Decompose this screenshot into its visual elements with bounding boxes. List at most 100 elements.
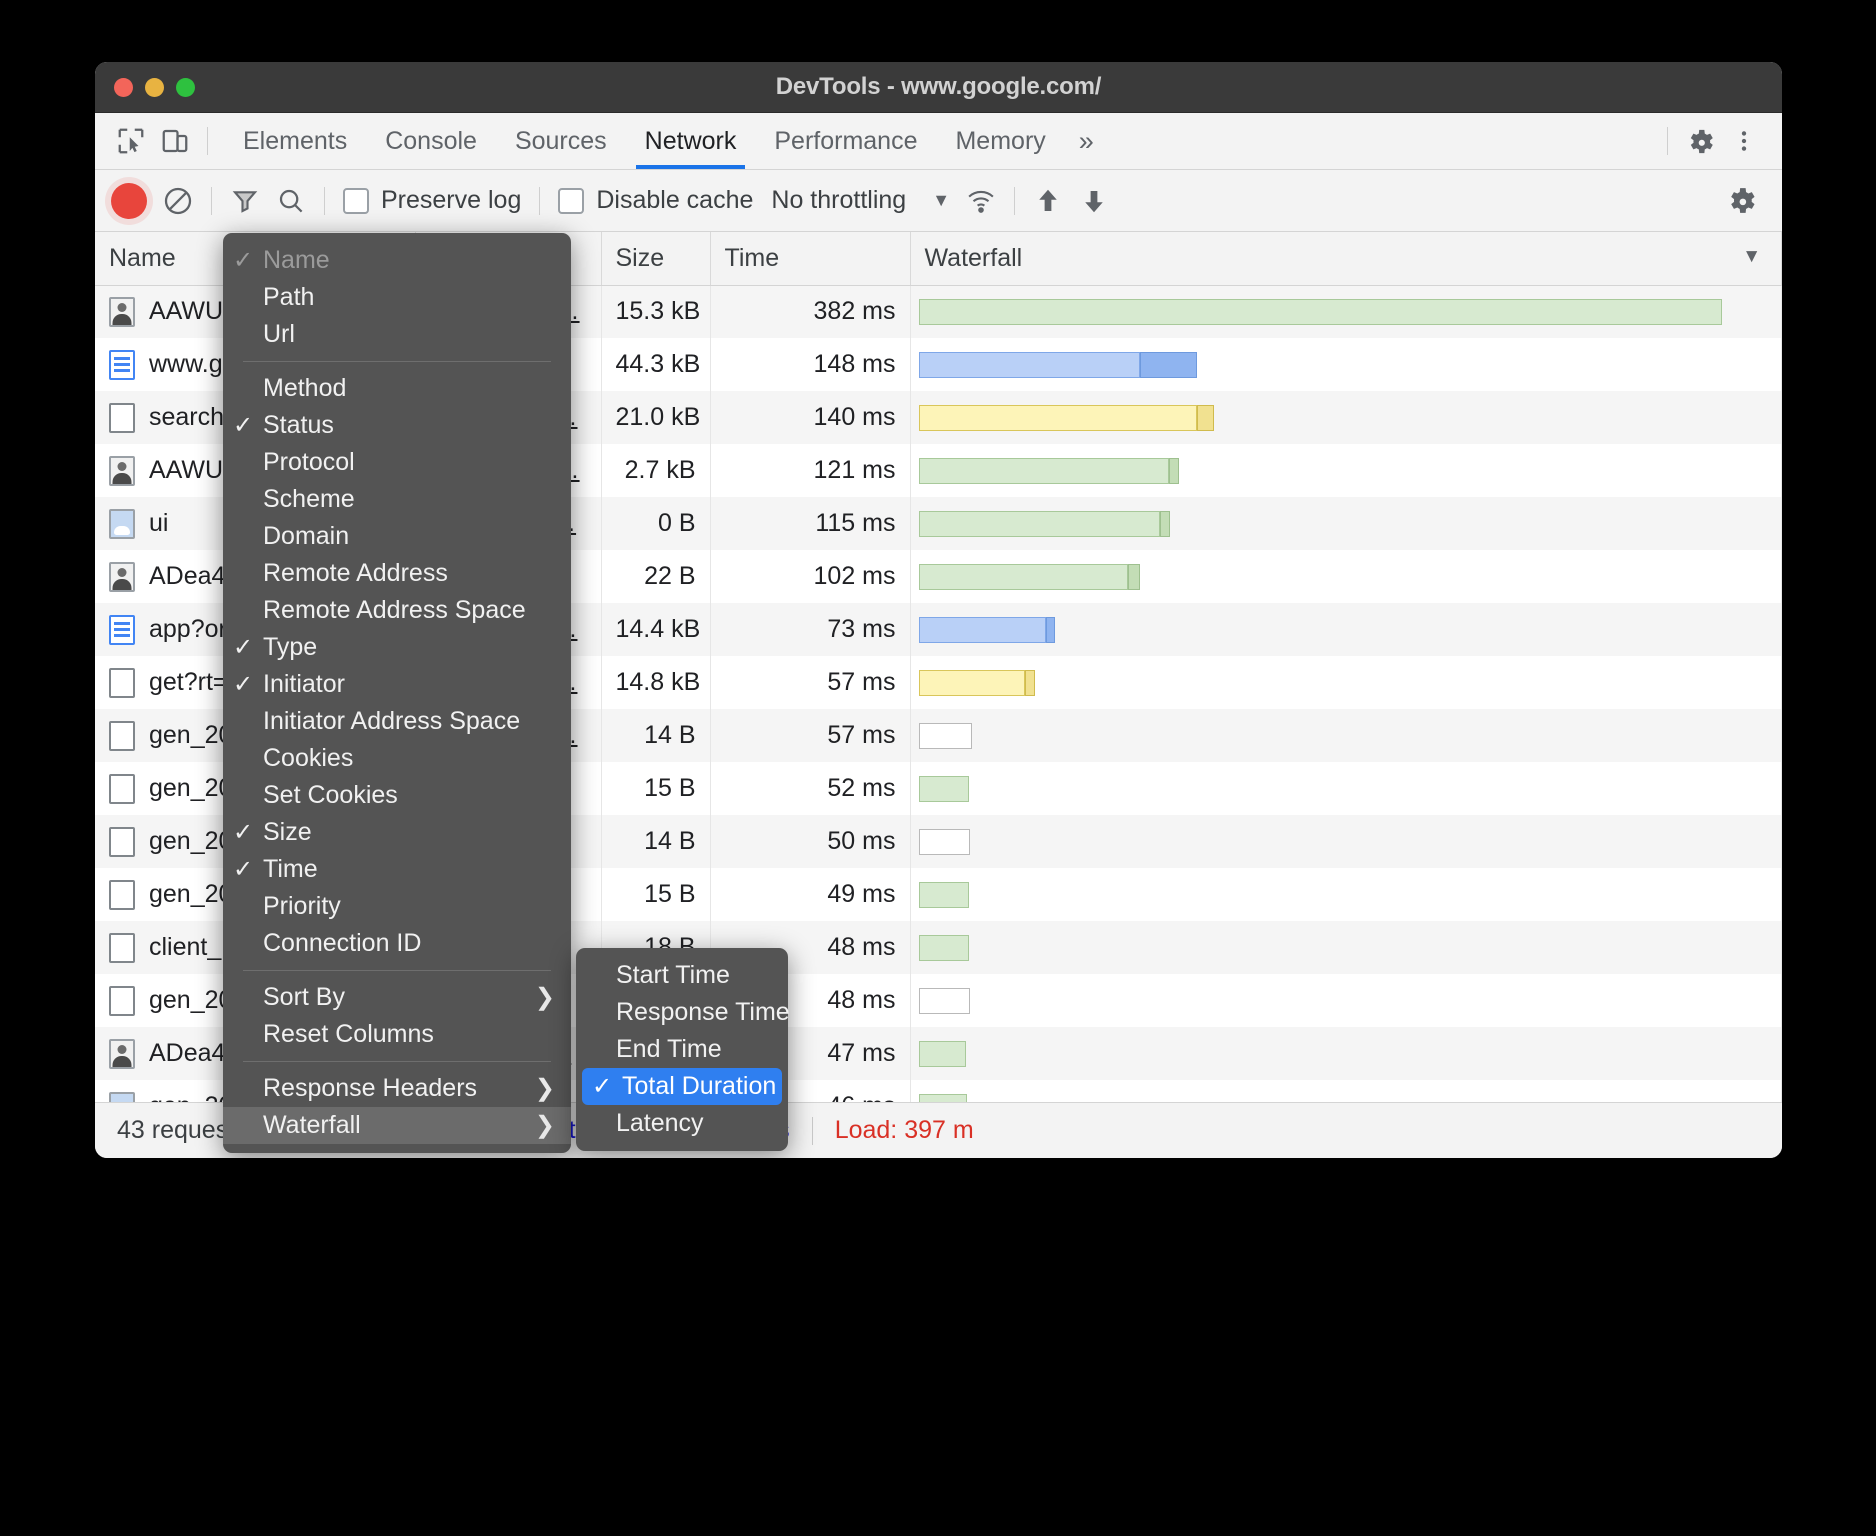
menu-item[interactable]: ✓ Total Duration [582,1068,782,1105]
waterfall-segment [918,404,1198,431]
waterfall-bar [918,1040,967,1067]
column-context-menu[interactable]: ✓ Name Path Url Method ✓ Status Protocol Scheme D… [223,233,571,1153]
chevron-down-icon[interactable]: ▼ [932,190,951,210]
cell-waterfall [910,603,1782,656]
menu-item[interactable]: Waterfall ❯ [223,1107,571,1144]
menu-item[interactable]: Protocol [223,444,571,481]
tab-console[interactable]: Console [366,113,496,169]
waterfall-sort-caret-icon[interactable]: ▼ [1742,246,1761,267]
menu-item[interactable]: ✓ Time [223,851,571,888]
menu-item[interactable]: Domain [223,518,571,555]
menu-item-label: Url [263,320,295,348]
menu-item[interactable]: Start Time [576,957,788,994]
cell-waterfall [910,656,1782,709]
menu-item[interactable]: Path [223,279,571,316]
tab-elements[interactable]: Elements [224,113,366,169]
upload-icon[interactable] [1025,178,1071,224]
cell-waterfall [910,338,1782,391]
waterfall-segment [1197,404,1214,431]
close-window-button[interactable] [114,77,133,97]
waterfall-segment [918,828,971,855]
request-name: www.g [149,350,223,378]
column-header-waterfall[interactable]: Waterfall ▼ [910,232,1782,286]
menu-item-label: Size [263,818,312,846]
load-status: Load: 397 m [834,1116,974,1144]
cell-size: 14 B [601,815,711,868]
image-icon [109,1091,135,1102]
menu-item[interactable]: Cookies [223,740,571,777]
cell-waterfall [910,815,1782,868]
menu-item[interactable]: ✓ Status [223,407,571,444]
waterfall-bar [918,828,971,855]
record-button[interactable] [111,182,147,219]
menu-item-label: Type [263,633,318,661]
devtools-tab-strip: Elements Console Sources Network Perform… [95,113,1782,170]
clear-icon[interactable] [155,178,201,224]
throttling-select[interactable]: No throttling ▼ [771,186,950,215]
menu-item[interactable]: Reset Columns [223,1016,571,1053]
menu-item[interactable]: Connection ID [223,925,571,962]
more-tabs-icon[interactable]: » [1078,125,1094,156]
tab-memory[interactable]: Memory [936,113,1064,169]
disable-cache-box[interactable] [558,187,585,214]
preserve-log-box[interactable] [343,187,369,214]
menu-item[interactable]: ✓ Size [223,814,571,851]
waterfall-segment [918,722,972,749]
menu-item[interactable]: Priority [223,888,571,925]
generic-file-icon [109,773,135,804]
throttling-value: No throttling [771,186,907,214]
document-icon [109,614,135,645]
menu-item[interactable]: Scheme [223,481,571,518]
disable-cache-label: Disable cache [596,186,754,214]
cell-time: 115 ms [710,497,911,550]
menu-item[interactable]: ✓ Name [223,242,571,279]
tab-performance[interactable]: Performance [755,113,936,169]
request-name: gen_20 [149,721,233,749]
menu-item[interactable]: Latency [576,1105,788,1142]
menu-item-label: Sort By [263,983,345,1011]
menu-item[interactable]: Response Time [576,994,790,1031]
preserve-log-checkbox[interactable]: Preserve log [335,186,529,215]
cell-waterfall [910,444,1782,497]
maximize-window-button[interactable] [176,77,195,97]
filter-icon[interactable] [222,178,268,224]
disable-cache-checkbox[interactable]: Disable cache [550,186,761,215]
menu-item[interactable]: Sort By ❯ [223,979,571,1016]
tab-network[interactable]: Network [626,113,756,169]
search-icon[interactable] [268,178,314,224]
request-name: ADea4 [149,1039,226,1067]
tab-label: Elements [243,126,348,155]
generic-file-icon [109,985,135,1016]
gear-icon[interactable] [1678,119,1722,163]
menu-item[interactable]: Remote Address Space [223,592,571,629]
more-vertical-icon[interactable] [1722,119,1766,163]
minimize-window-button[interactable] [145,77,164,97]
menu-item-label: Waterfall [263,1111,361,1139]
cell-waterfall [910,391,1782,444]
menu-item[interactable]: End Time [576,1031,788,1068]
image-icon [109,508,135,539]
tab-sources[interactable]: Sources [496,113,626,169]
settings-gear-icon[interactable] [1718,178,1764,224]
menu-item[interactable]: Method [223,370,571,407]
inspect-element-icon[interactable] [109,119,153,163]
tab-label: Memory [955,126,1046,155]
download-icon[interactable] [1071,178,1117,224]
wifi-settings-icon[interactable] [958,178,1004,224]
check-icon: ✓ [232,856,254,883]
network-toolbar: Preserve log Disable cache No throttling… [95,170,1782,232]
column-header-time[interactable]: Time [710,232,911,286]
cell-size: 15.3 kB [601,285,711,338]
menu-item[interactable]: Url [223,316,571,353]
menu-item[interactable]: Initiator Address Space [223,703,571,740]
menu-item[interactable]: ✓ Initiator [223,666,571,703]
menu-item[interactable]: Set Cookies [223,777,571,814]
menu-item[interactable]: Remote Address [223,555,571,592]
waterfall-submenu[interactable]: Start Time Response Time End Time ✓ Total Du… [576,948,790,1151]
column-header-size[interactable]: Size [601,232,711,286]
menu-item[interactable]: ✓ Type [223,629,571,666]
device-toolbar-icon[interactable] [153,119,197,163]
waterfall-bar [918,510,1171,537]
menu-item[interactable]: Response Headers ❯ [223,1070,571,1107]
menu-separator [243,970,551,971]
